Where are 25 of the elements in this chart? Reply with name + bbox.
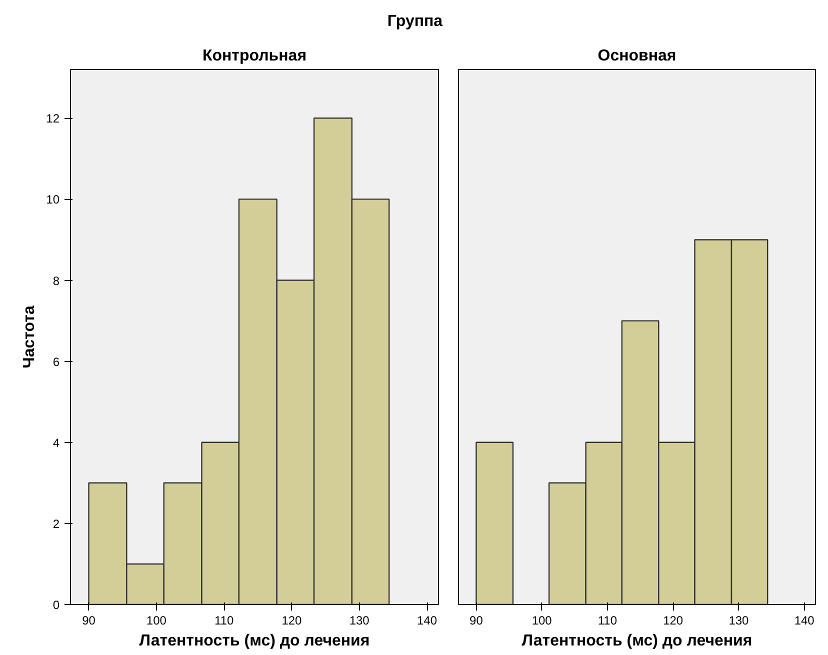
- x-axis-title: Латентность (мс) до лечения: [139, 632, 370, 650]
- x-tick-label: 120: [282, 614, 302, 628]
- x-tick-label: 100: [532, 614, 552, 628]
- x-tick-label: 130: [728, 614, 750, 628]
- x-tick-label: 110: [598, 614, 618, 628]
- y-tick-label: 8: [52, 274, 60, 288]
- y-axis-title: Частота: [21, 306, 38, 368]
- y-tick-label: 10: [46, 192, 60, 207]
- x-tick-label: 140: [794, 614, 815, 628]
- x-tick-label: 90: [82, 614, 96, 628]
- text: Группа: [386, 12, 444, 32]
- y-tick-label: 4: [52, 436, 60, 450]
- chart-title: Основная: [598, 48, 676, 64]
- y-tick-label: 6: [52, 354, 60, 369]
- chart-title: Контрольная: [202, 48, 307, 64]
- x-tick-label: 110: [214, 614, 234, 628]
- y-tick-label: 0: [52, 598, 60, 612]
- x-tick-label: 100: [146, 614, 167, 628]
- x-tick-label: 90: [470, 614, 484, 628]
- x-tick-label: 120: [663, 614, 684, 628]
- x-tick-label: 140: [416, 614, 438, 628]
- y-tick-label: 12: [46, 112, 60, 126]
- x-axis-title: Латентность (мс) до лечения: [522, 632, 752, 650]
- x-tick-label: 130: [349, 614, 370, 628]
- y-tick-label: 2: [52, 516, 60, 531]
